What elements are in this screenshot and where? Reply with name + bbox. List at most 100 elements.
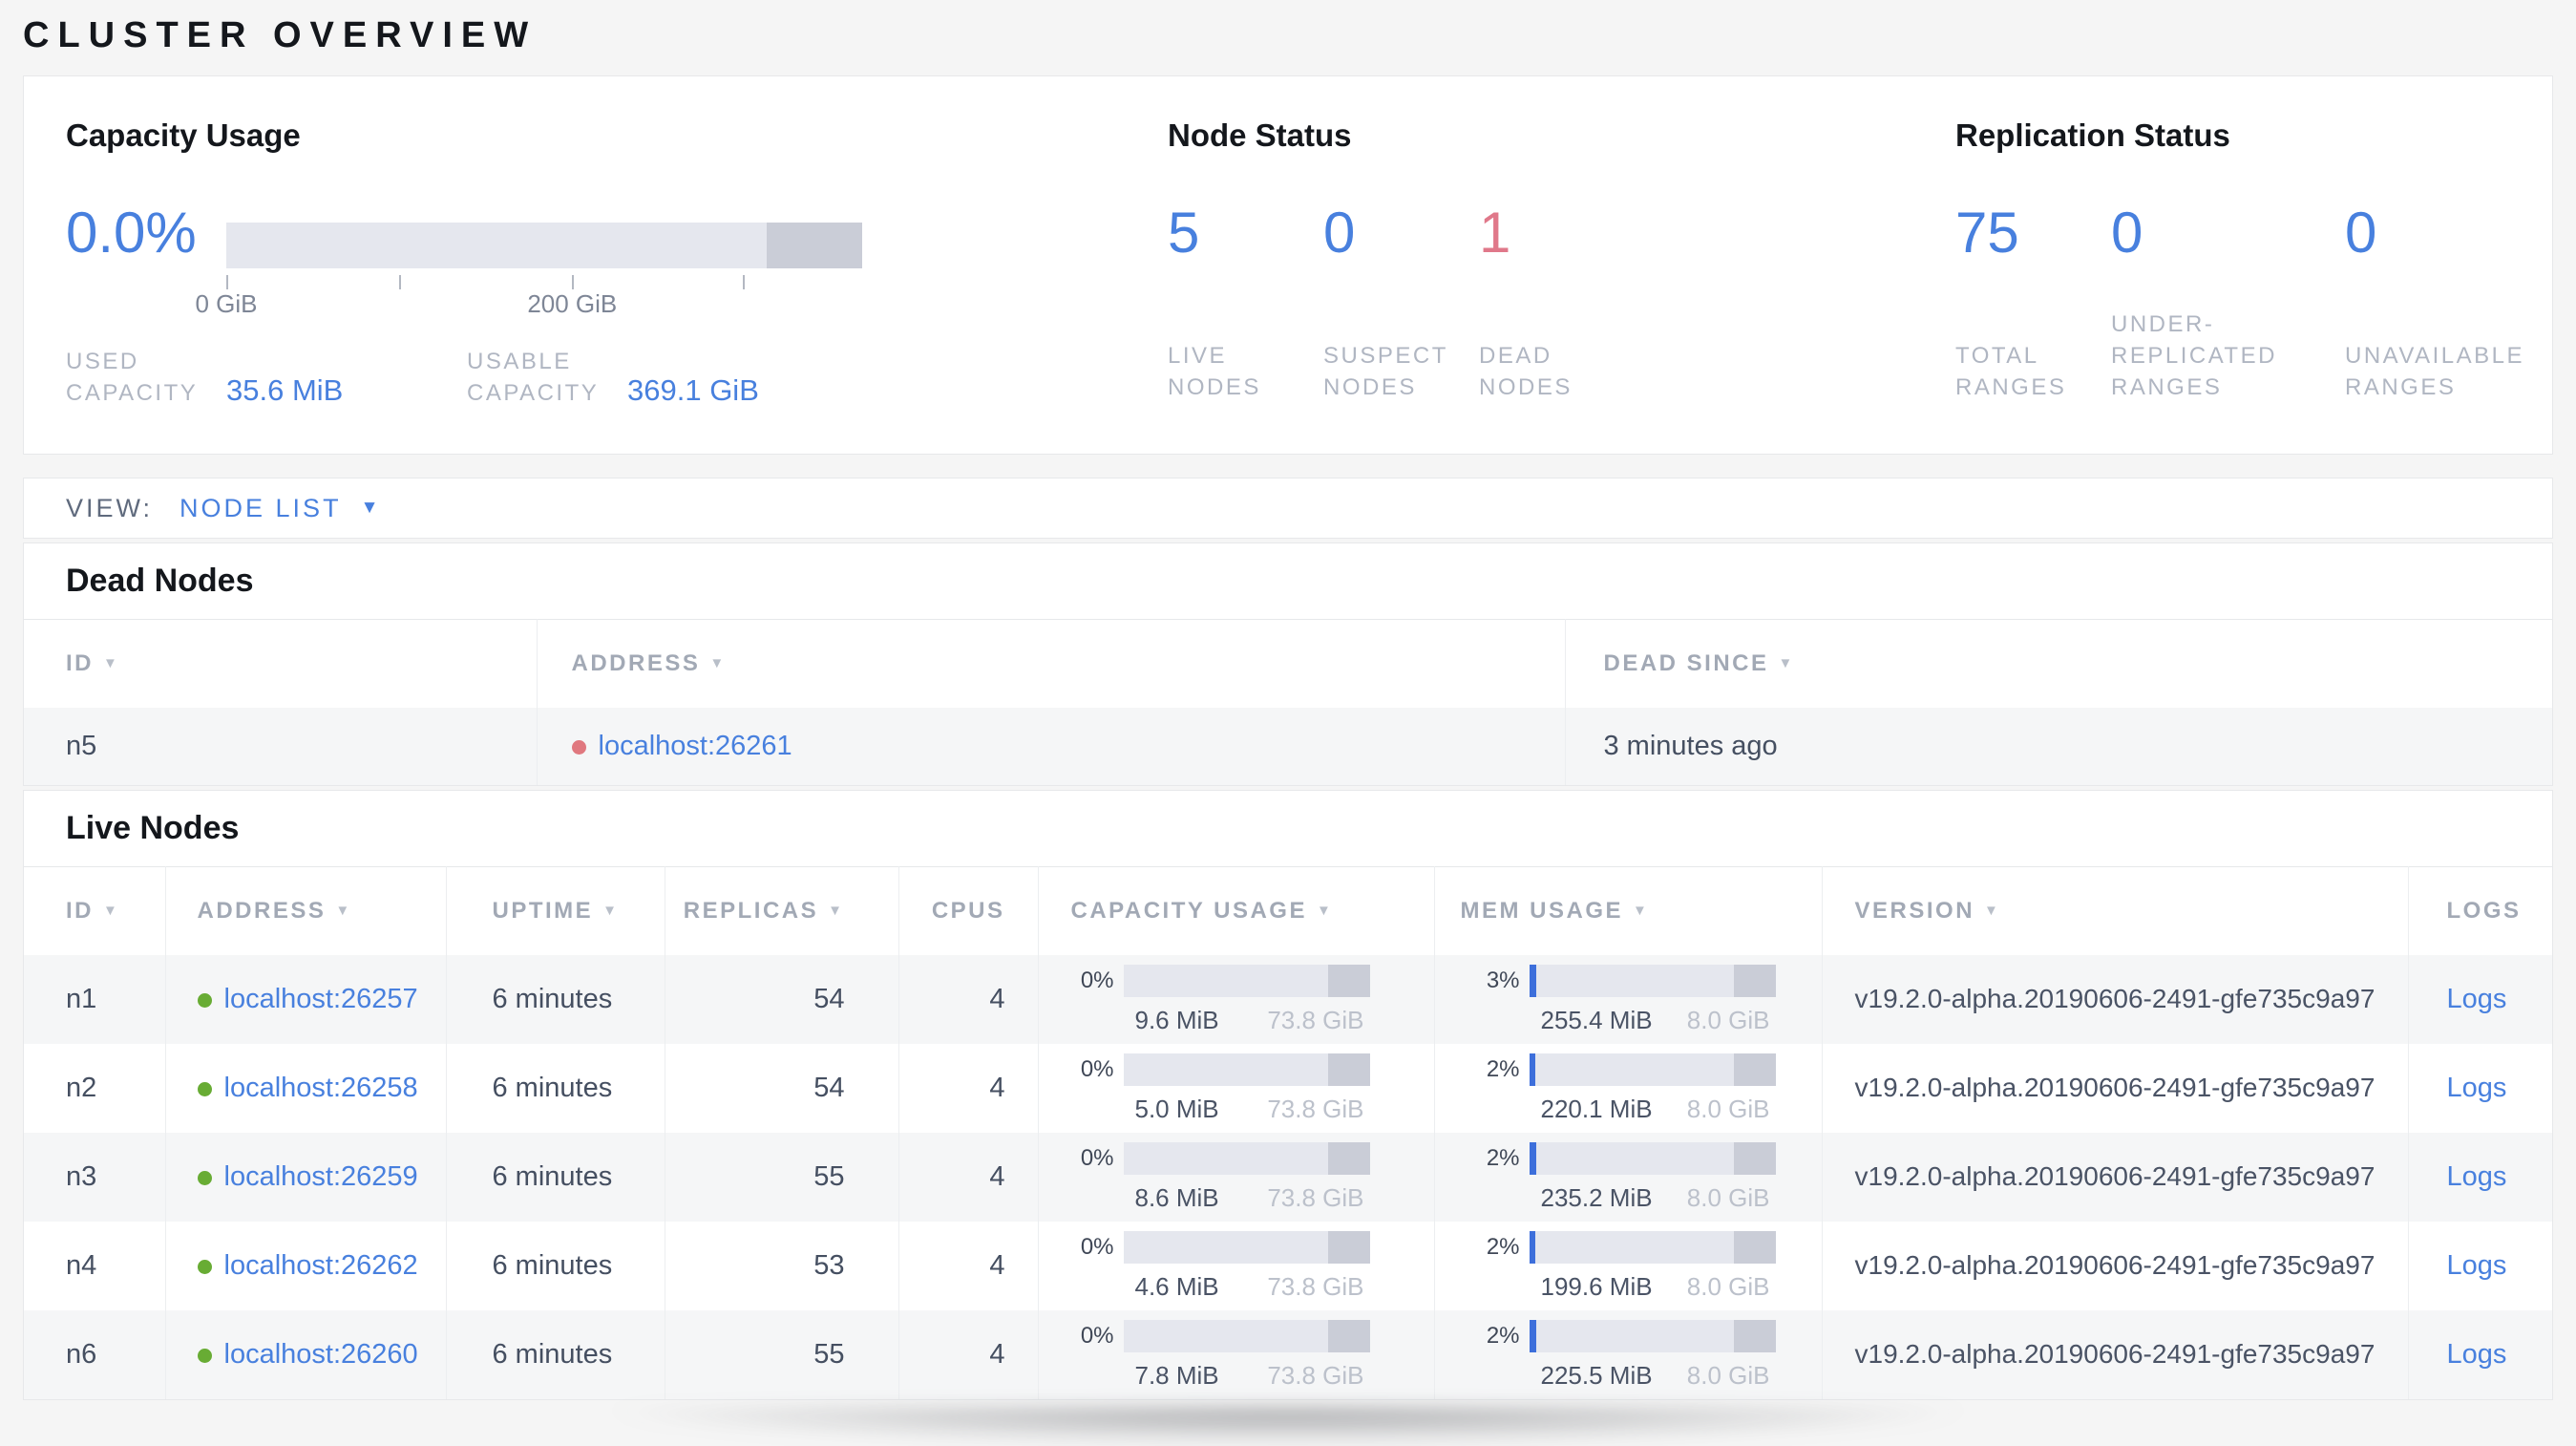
node-live-dot-icon [197, 1171, 212, 1185]
node-logs-link[interactable]: Logs [2446, 984, 2507, 1014]
dead-col-header-dead-since[interactable]: DEAD SINCE ▼ [1564, 619, 2552, 708]
node-version: v19.2.0-alpha.20190606-2491-gfe735c9a97 [1854, 1073, 2375, 1102]
under-replicated-ranges-stat: 0 UNDER-REPLICATED RANGES [2111, 202, 2345, 403]
suspect-nodes-stat: 0 SUSPECT NODES [1323, 202, 1479, 403]
sort-descending-icon: ▼ [1778, 654, 1795, 671]
capacity-usage-cell: 0% 4.6 MiB 73.8 GiB [1055, 1230, 1434, 1302]
live-nodes-count: 5 [1168, 201, 1200, 265]
memory-mini-bar [1529, 1053, 1776, 1086]
live-col-header-address[interactable]: ADDRESS ▼ [164, 866, 446, 955]
dead-nodes-section: Dead Nodes ID ▼ ADDRESS ▼ DEAD SINCE ▼ n5 l… [23, 542, 2553, 786]
node-id: n1 [66, 984, 97, 1014]
node-replicas: 54 [664, 955, 898, 1044]
window-shadow [420, 1408, 2156, 1446]
node-version: v19.2.0-alpha.20190606-2491-gfe735c9a97 [1854, 984, 2375, 1013]
memory-mini-bar [1529, 1141, 1776, 1175]
live-col-header-version[interactable]: VERSION ▼ [1821, 866, 2408, 955]
node-address-link[interactable]: localhost:26257 [223, 984, 418, 1014]
suspect-nodes-count: 0 [1323, 201, 1356, 265]
live-nodes-stat: 5 LIVE NODES [1168, 202, 1323, 403]
node-id: n6 [66, 1339, 97, 1370]
view-dropdown[interactable]: NODE LIST ▼ [179, 494, 381, 523]
dead-col-header-address[interactable]: ADDRESS ▼ [536, 619, 1565, 708]
node-version: v19.2.0-alpha.20190606-2491-gfe735c9a97 [1854, 1339, 2375, 1369]
axis-label-200gib: 200 GiB [527, 289, 618, 318]
unavailable-count: 0 [2345, 201, 2377, 265]
dead-node-id: n5 [66, 730, 97, 761]
page-title: CLUSTER OVERVIEW [23, 15, 538, 55]
live-col-header-logs: LOGS [2407, 866, 2552, 955]
replication-status-title: Replication Status [1955, 117, 2230, 153]
live-nodes-title: Live Nodes [66, 809, 240, 846]
mem-usage-cell: 2% 235.2 MiB 8.0 GiB [1451, 1141, 1822, 1213]
sort-descending-icon: ▼ [828, 902, 845, 919]
capacity-bar-track [226, 223, 862, 268]
capacity-usage-cell: 0% 8.6 MiB 73.8 GiB [1055, 1141, 1434, 1213]
dead-nodes-title: Dead Nodes [66, 563, 254, 599]
capacity-axis-ticks [226, 268, 862, 289]
sort-descending-icon: ▼ [103, 654, 120, 671]
node-status-section: Node Status 5 LIVE NODES 0 SUSPECT NODES… [1168, 76, 1949, 454]
sort-descending-icon: ▼ [1316, 902, 1334, 919]
node-uptime: 6 minutes [445, 1133, 665, 1222]
total-ranges-count: 75 [1955, 201, 2019, 265]
dead-node-dead-since: 3 minutes ago [1564, 707, 2552, 785]
node-logs-link[interactable]: Logs [2446, 1161, 2507, 1192]
replication-status-section: Replication Status 75 TOTAL RANGES 0 UND… [1949, 76, 2552, 454]
node-logs-link[interactable]: Logs [2446, 1073, 2507, 1103]
live-col-header-id[interactable]: ID ▼ [66, 897, 120, 924]
live-node-row: n6 localhost:26260 6 minutes 55 4 0% 7.8… [24, 1310, 2552, 1399]
axis-label-0gib: 0 GiB [195, 289, 258, 318]
live-col-header-uptime[interactable]: UPTIME ▼ [445, 866, 665, 955]
node-cpus: 4 [897, 1044, 1038, 1133]
dead-nodes-table: ID ▼ ADDRESS ▼ DEAD SINCE ▼ n5 localhost:26… [24, 619, 2552, 785]
live-node-row: n4 localhost:26262 6 minutes 53 4 0% 4.6… [24, 1222, 2552, 1310]
node-replicas: 53 [664, 1222, 898, 1310]
node-uptime: 6 minutes [445, 1044, 665, 1133]
live-col-header-mem-usage[interactable]: MEM USAGE ▼ [1433, 866, 1822, 955]
live-node-row: n3 localhost:26259 6 minutes 55 4 0% 8.6… [24, 1133, 2552, 1222]
unavailable-label: UNAVAILABLE RANGES [2345, 343, 2525, 400]
mem-usage-cell: 2% 220.1 MiB 8.0 GiB [1451, 1053, 1822, 1124]
sort-descending-icon: ▼ [602, 902, 620, 919]
dead-nodes-stat: 1 DEAD NODES [1479, 202, 1592, 403]
node-cpus: 4 [897, 1222, 1038, 1310]
usable-capacity-stat: USABLE CAPACITY 369.1 GiB [467, 346, 759, 409]
node-address-link[interactable]: localhost:26259 [223, 1161, 418, 1192]
used-capacity-stat: USED CAPACITY 35.6 MiB [66, 346, 467, 409]
mem-usage-cell: 3% 255.4 MiB 8.0 GiB [1451, 964, 1822, 1035]
cluster-summary-card: Capacity Usage 0.0% 0 GiB 200 GiB [23, 75, 2553, 455]
node-uptime: 6 minutes [445, 1222, 665, 1310]
node-logs-link[interactable]: Logs [2446, 1339, 2507, 1370]
memory-mini-bar [1529, 1319, 1776, 1352]
under-replicated-label: UNDER-REPLICATED RANGES [2111, 311, 2277, 400]
capacity-usage-cell: 0% 9.6 MiB 73.8 GiB [1055, 964, 1434, 1035]
dead-node-row: n5 localhost:26261 3 minutes ago [24, 707, 2552, 785]
memory-mini-bar [1529, 1230, 1776, 1264]
total-ranges-stat: 75 TOTAL RANGES [1955, 202, 2111, 403]
under-replicated-count: 0 [2111, 201, 2143, 265]
live-col-header-replicas[interactable]: REPLICAS ▼ [664, 866, 898, 955]
used-capacity-label: USED CAPACITY [66, 349, 199, 406]
capacity-mini-bar [1123, 1141, 1370, 1175]
capacity-usage-section: Capacity Usage 0.0% 0 GiB 200 GiB [24, 76, 1168, 454]
node-cpus: 4 [897, 1310, 1038, 1399]
sort-descending-icon: ▼ [335, 902, 352, 919]
node-address-link[interactable]: localhost:26260 [223, 1339, 418, 1370]
suspect-nodes-label: SUSPECT NODES [1323, 343, 1448, 400]
dead-node-address-link[interactable]: localhost:26261 [598, 730, 792, 761]
live-nodes-section: Live Nodes ID ▼ ADDRESS ▼ UPTIME ▼ REPLICAS… [23, 789, 2553, 1400]
node-id: n2 [66, 1073, 97, 1103]
dead-nodes-label: DEAD NODES [1479, 343, 1573, 400]
used-capacity-value: 35.6 MiB [226, 373, 344, 407]
node-address-link[interactable]: localhost:26262 [223, 1250, 418, 1281]
live-col-header-capacity-usage[interactable]: CAPACITY USAGE ▼ [1037, 866, 1434, 955]
node-replicas: 55 [664, 1133, 898, 1222]
node-logs-link[interactable]: Logs [2446, 1250, 2507, 1281]
node-replicas: 55 [664, 1310, 898, 1399]
capacity-usage-cell: 0% 5.0 MiB 73.8 GiB [1055, 1053, 1434, 1124]
dead-col-header-id[interactable]: ID ▼ [66, 649, 120, 676]
node-address-link[interactable]: localhost:26258 [223, 1073, 418, 1103]
capacity-usage-title: Capacity Usage [66, 117, 301, 153]
chevron-down-icon: ▼ [360, 498, 382, 518]
